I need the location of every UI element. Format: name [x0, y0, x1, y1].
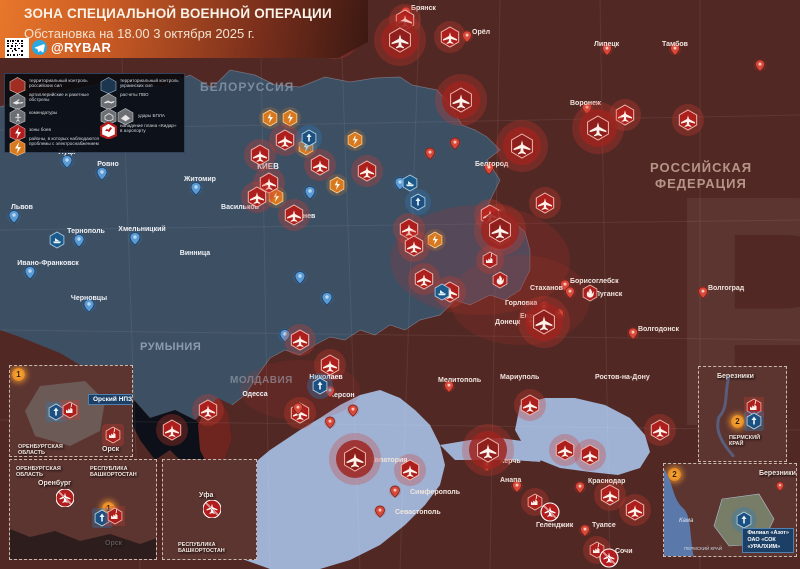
svg-text:Донецк: Донецк	[495, 319, 521, 326]
svg-text:Орёл: Орёл	[472, 29, 490, 36]
svg-text:Мариуполь: Мариуполь	[500, 374, 540, 381]
svg-text:ПЕРМСКИЙ КРАЙ: ПЕРМСКИЙ КРАЙ	[684, 544, 722, 551]
svg-text:Борисоглебск: Борисоглебск	[570, 277, 619, 285]
svg-text:Кама: Кама	[679, 518, 694, 524]
svg-text:БЕЛОРУССИЯ: БЕЛОРУССИЯ	[200, 80, 294, 94]
svg-text:Сочи: Сочи	[615, 548, 633, 555]
svg-text:Ивано-Франковск: Ивано-Франковск	[17, 260, 79, 267]
svg-text:Волгодонск: Волгодонск	[638, 326, 679, 333]
svg-text:Симферополь: Симферополь	[410, 489, 461, 496]
svg-text:Мелитополь: Мелитополь	[438, 377, 482, 384]
svg-text:Ростов-на-Дону: Ростов-на-Дону	[595, 374, 650, 381]
svg-text:ФЕДЕРАЦИЯ: ФЕДЕРАЦИЯ	[655, 176, 747, 191]
svg-text:Геленджик: Геленджик	[536, 522, 574, 529]
svg-text:Винница: Винница	[180, 250, 211, 257]
svg-text:Львов: Львов	[11, 204, 34, 211]
svg-text:Туапсе: Туапсе	[592, 522, 616, 529]
svg-text:Краснодар: Краснодар	[588, 478, 625, 485]
svg-text:Тернополь: Тернополь	[67, 228, 105, 235]
svg-text:Севастополь: Севастополь	[395, 509, 441, 516]
svg-text:Стаханов: Стаханов	[530, 285, 564, 292]
svg-text:Одесса: Одесса	[242, 391, 267, 398]
svg-text:Липецк: Липецк	[594, 41, 620, 48]
svg-text:Хмельницкий: Хмельницкий	[118, 225, 165, 233]
svg-text:Луганск: Луганск	[595, 291, 623, 298]
svg-text:РОССИЙСКАЯ: РОССИЙСКАЯ	[650, 160, 752, 175]
svg-text:Черновцы: Черновцы	[71, 295, 107, 302]
svg-text:Житомир: Житомир	[183, 176, 216, 183]
svg-text:Волгоград: Волгоград	[708, 285, 745, 292]
svg-text:РУМЫНИЯ: РУМЫНИЯ	[140, 341, 201, 353]
svg-text:Тамбов: Тамбов	[662, 40, 689, 48]
svg-text:Ровно: Ровно	[97, 161, 119, 168]
svg-text:Анапа: Анапа	[500, 477, 521, 484]
